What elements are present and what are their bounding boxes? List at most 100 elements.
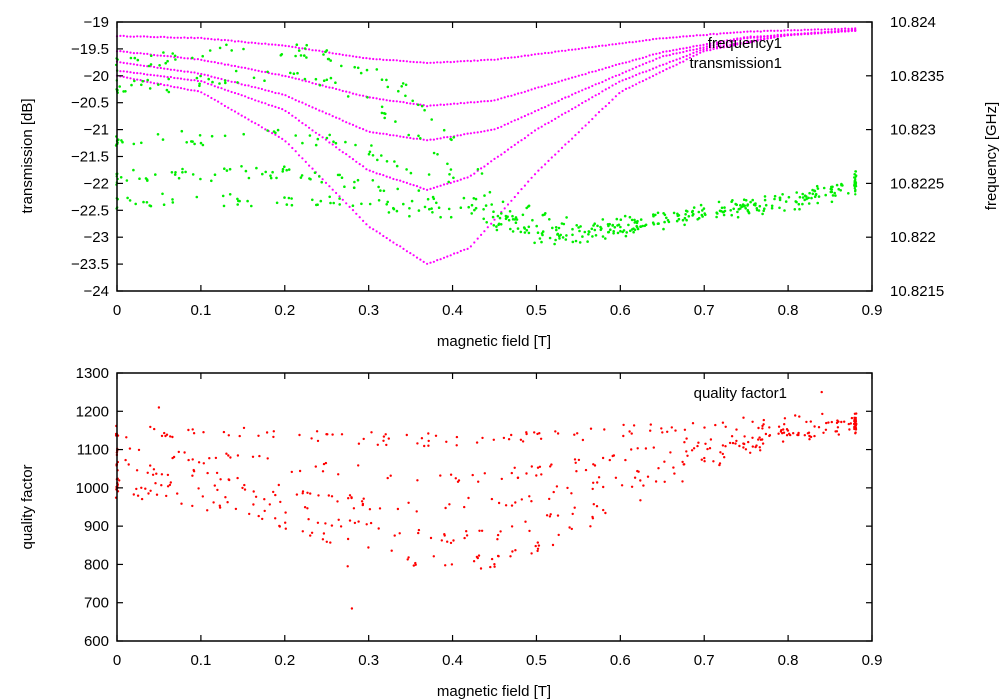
data-point: [140, 141, 143, 145]
data-point: [223, 63, 226, 66]
data-point: [685, 437, 688, 440]
data-point: [345, 202, 348, 205]
data-point: [830, 420, 833, 424]
data-point: [699, 47, 702, 50]
data-point: [166, 473, 170, 477]
data-point: [244, 116, 247, 119]
data-point: [456, 134, 459, 137]
data-point: [449, 61, 452, 64]
data-point: [594, 234, 598, 237]
data-point: [386, 85, 390, 89]
data-point: [607, 224, 610, 228]
data-point: [264, 70, 267, 74]
data-point: [651, 67, 655, 70]
data-point: [761, 212, 764, 216]
data-point: [426, 61, 429, 65]
data-point: [533, 431, 536, 434]
data-point: [709, 44, 712, 47]
data-point: [244, 84, 247, 87]
data-point: [442, 61, 446, 64]
data-point: [156, 36, 159, 39]
data-point: [630, 448, 633, 451]
data-point: [393, 160, 396, 163]
data-point: [250, 204, 253, 208]
data-point: [597, 92, 601, 95]
data-point: [149, 73, 152, 76]
data-point: [136, 494, 140, 497]
data-point: [122, 50, 125, 53]
data-point: [592, 224, 595, 227]
data-point: [332, 140, 335, 143]
data-point: [236, 203, 239, 206]
data-point: [446, 255, 449, 258]
data-point: [746, 41, 749, 44]
data-point: [254, 41, 257, 45]
data-point: [854, 175, 858, 178]
data-point: [624, 78, 628, 81]
data-point: [126, 76, 129, 79]
data-point: [314, 82, 317, 86]
data-point: [682, 60, 685, 63]
outlier-point: [350, 607, 354, 610]
data-point: [392, 100, 395, 103]
data-point: [636, 226, 639, 229]
data-point: [310, 531, 314, 534]
data-point: [474, 197, 478, 201]
data-point: [430, 207, 433, 210]
data-point: [378, 232, 381, 235]
data-point: [186, 88, 189, 91]
data-point: [224, 81, 227, 85]
data-point: [442, 256, 446, 259]
data-point: [663, 213, 667, 217]
data-point: [480, 59, 483, 62]
data-point: [244, 95, 247, 98]
data-point: [321, 178, 324, 181]
data-point: [793, 208, 797, 211]
data-point: [411, 99, 415, 103]
data-point: [573, 433, 576, 436]
data-point: [548, 218, 551, 221]
data-point: [571, 137, 574, 140]
y-tick-label: −19.5: [71, 41, 109, 58]
data-point: [230, 49, 233, 52]
data-point: [124, 458, 127, 462]
data-point: [311, 167, 314, 170]
data-point: [223, 104, 226, 108]
data-point: [781, 193, 784, 196]
data-point: [594, 45, 597, 48]
data-point: [192, 470, 196, 473]
data-point: [555, 228, 558, 232]
data-point: [255, 166, 258, 170]
data-point: [385, 58, 388, 62]
data-point: [833, 27, 837, 30]
data-point: [193, 142, 196, 146]
data-point: [446, 136, 449, 139]
data-point: [565, 234, 568, 237]
data-point: [439, 61, 442, 64]
data-point: [521, 440, 525, 443]
bottom-x-axis-label: magnetic field [T]: [437, 683, 551, 700]
data-point: [355, 160, 358, 163]
data-point: [225, 43, 228, 47]
data-point: [385, 203, 389, 206]
data-point: [325, 433, 328, 436]
data-point: [490, 160, 493, 163]
data-point: [200, 58, 203, 62]
data-point: [303, 77, 307, 81]
data-point: [550, 156, 553, 159]
x-tick-label: 0.2: [274, 302, 295, 319]
data-point: [672, 466, 675, 469]
data-point: [132, 493, 135, 496]
data-point: [739, 31, 742, 34]
data-point: [309, 534, 312, 537]
data-point: [557, 80, 560, 83]
data-point: [604, 88, 607, 91]
data-point: [820, 31, 823, 35]
data-point: [300, 174, 304, 177]
data-point: [311, 129, 314, 132]
data-point: [814, 193, 818, 197]
data-point: [586, 240, 589, 243]
data-point: [280, 53, 284, 56]
data-point: [169, 85, 172, 88]
data-point: [234, 507, 238, 511]
